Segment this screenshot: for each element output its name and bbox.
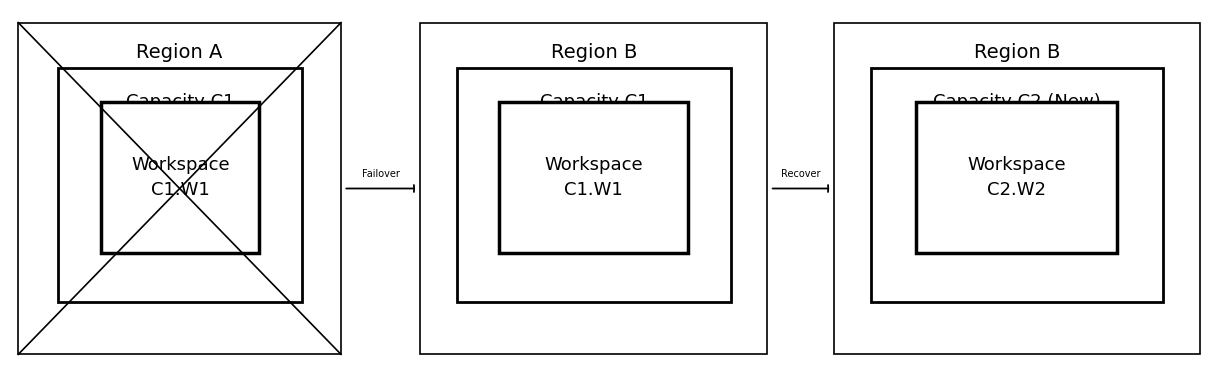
Bar (420, 23, 767, 354)
Bar (499, 102, 688, 253)
Bar (916, 102, 1117, 253)
Text: Capacity C1: Capacity C1 (125, 93, 235, 111)
Text: Capacity C2 (New): Capacity C2 (New) (933, 93, 1101, 111)
Bar (58, 68, 302, 302)
Text: Recover: Recover (781, 169, 821, 179)
Text: Region A: Region A (136, 43, 223, 62)
Text: Failover: Failover (362, 169, 400, 179)
Bar (834, 23, 1200, 354)
Text: Region B: Region B (551, 43, 637, 62)
Text: Workspace
C1.W1: Workspace C1.W1 (132, 156, 229, 199)
Text: Workspace
C1.W1: Workspace C1.W1 (544, 156, 643, 199)
Bar (457, 68, 731, 302)
Bar (18, 23, 341, 354)
Text: Region B: Region B (974, 43, 1060, 62)
Text: Capacity C1: Capacity C1 (540, 93, 648, 111)
Bar (101, 102, 259, 253)
Bar (871, 68, 1163, 302)
Text: Workspace
C2.W2: Workspace C2.W2 (967, 156, 1066, 199)
